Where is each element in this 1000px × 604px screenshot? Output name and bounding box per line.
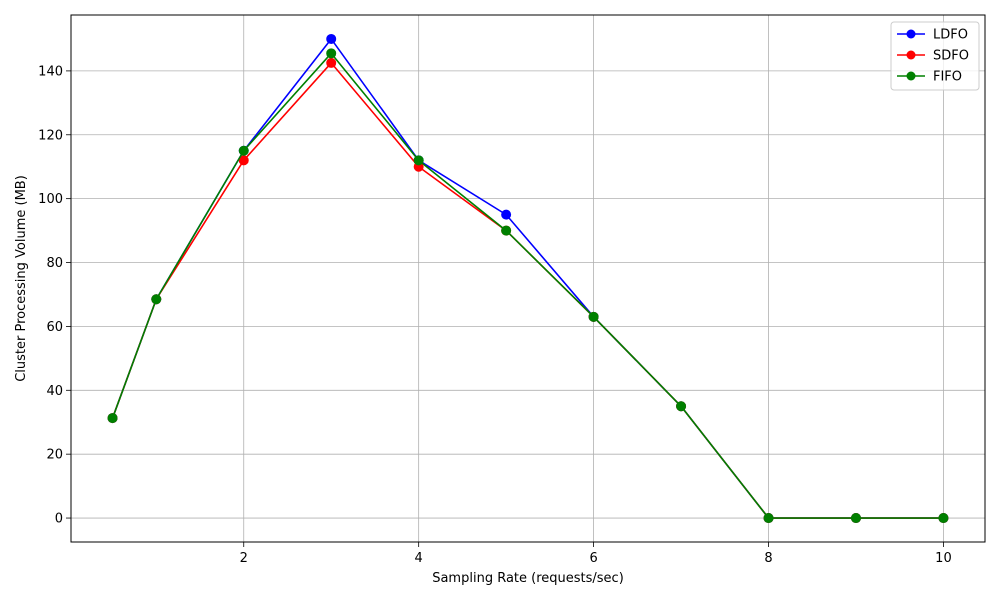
data-point bbox=[588, 311, 599, 322]
data-point bbox=[501, 225, 512, 236]
plot-frame bbox=[70, 14, 986, 543]
x-tick-label: 8 bbox=[764, 551, 772, 566]
y-tick-label: 100 bbox=[38, 192, 63, 207]
series-fifo bbox=[107, 48, 949, 524]
x-axis: 2 4 6 8 10 bbox=[240, 542, 952, 566]
x-tick-label: 6 bbox=[589, 551, 597, 566]
y-axis-label: Cluster Processing Volume (MB) bbox=[14, 175, 29, 382]
legend-label: LDFO bbox=[933, 28, 968, 43]
data-point bbox=[238, 145, 249, 156]
y-tick-label: 40 bbox=[46, 384, 63, 399]
x-axis-label: Sampling Rate (requests/sec) bbox=[432, 571, 624, 586]
grid bbox=[71, 15, 985, 542]
legend: LDFO SDFO FIFO bbox=[890, 21, 980, 91]
series-line bbox=[111, 38, 944, 519]
x-tick-label: 10 bbox=[935, 551, 952, 566]
x-tick-label: 4 bbox=[415, 551, 423, 566]
legend-label: FIFO bbox=[933, 70, 962, 85]
series-line bbox=[111, 52, 944, 519]
y-tick-label: 120 bbox=[38, 128, 63, 143]
legend-marker bbox=[906, 29, 916, 39]
data-point bbox=[938, 513, 949, 524]
data-point bbox=[850, 513, 861, 524]
data-point bbox=[501, 209, 512, 220]
legend-marker bbox=[906, 50, 916, 60]
y-tick-label: 20 bbox=[46, 448, 63, 463]
y-axis: 0 20 40 60 80 100 120 140 bbox=[38, 64, 71, 527]
y-tick-label: 0 bbox=[55, 512, 63, 527]
y-tick-label: 80 bbox=[46, 256, 63, 271]
data-point bbox=[763, 513, 774, 524]
data-point bbox=[326, 48, 337, 59]
data-point bbox=[676, 401, 687, 412]
data-point bbox=[326, 57, 337, 68]
legend-item: LDFO bbox=[897, 28, 968, 43]
y-tick-label: 140 bbox=[38, 64, 63, 79]
series-group bbox=[107, 33, 949, 524]
y-tick-label: 60 bbox=[46, 320, 63, 335]
data-point bbox=[238, 155, 249, 166]
legend-item: FIFO bbox=[897, 70, 962, 85]
data-point bbox=[413, 155, 424, 166]
legend-marker bbox=[906, 71, 916, 81]
series-sdfo bbox=[107, 57, 949, 524]
x-tick-label: 2 bbox=[240, 551, 248, 566]
legend-item: SDFO bbox=[897, 49, 969, 64]
data-point bbox=[326, 33, 337, 44]
data-point bbox=[107, 413, 118, 424]
series-line bbox=[111, 62, 944, 519]
data-point bbox=[151, 294, 162, 305]
legend-label: SDFO bbox=[933, 49, 969, 64]
series-ldfo bbox=[107, 33, 949, 524]
